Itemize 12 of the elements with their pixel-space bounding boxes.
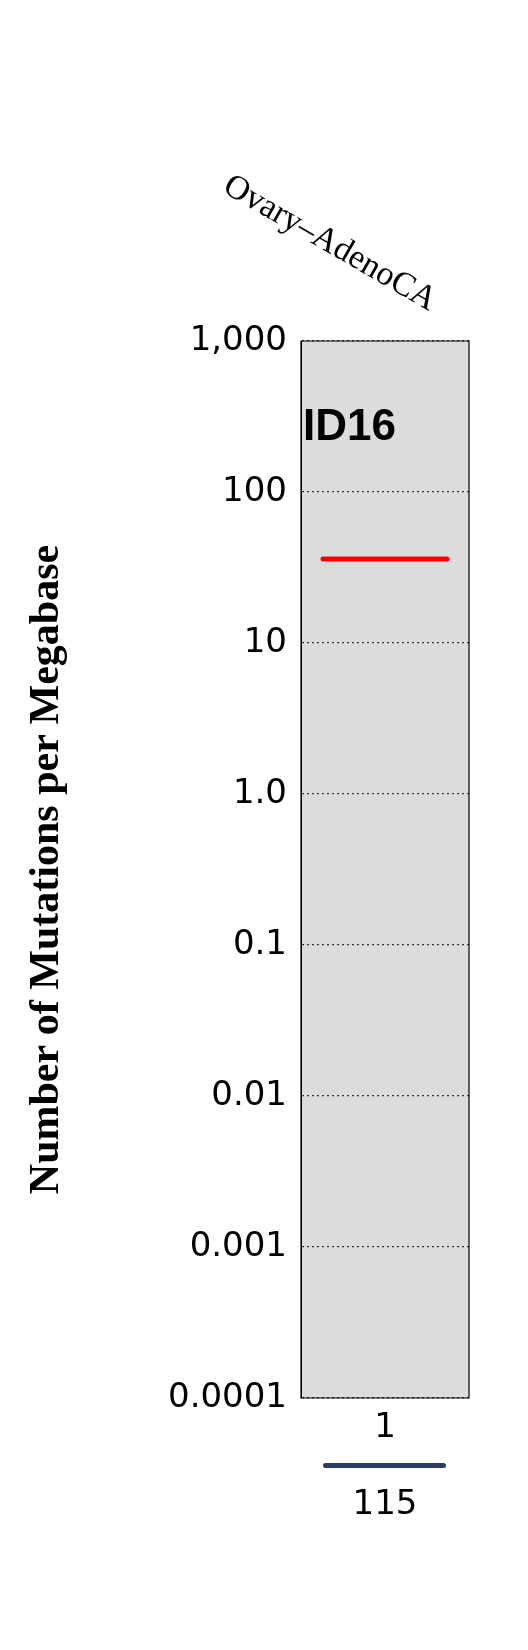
y-tick-label: 0.1 (232, 921, 287, 962)
text: 1 (374, 1404, 396, 1445)
annotation: ID16 (303, 400, 396, 450)
y-tick-label: 1,000 (189, 317, 287, 358)
y-tick-label: 100 (222, 468, 287, 509)
y-axis-title: Number of Mutations per Megabase (21, 544, 68, 1195)
text: 115 (352, 1481, 418, 1522)
y-tick-label: 1.0 (232, 770, 287, 811)
y-tick-label: 0.0001 (168, 1374, 287, 1415)
y-tick-label: 10 (243, 619, 287, 660)
y-tick-label: 0.001 (189, 1223, 287, 1264)
y-tick-label: 0.01 (211, 1072, 287, 1113)
